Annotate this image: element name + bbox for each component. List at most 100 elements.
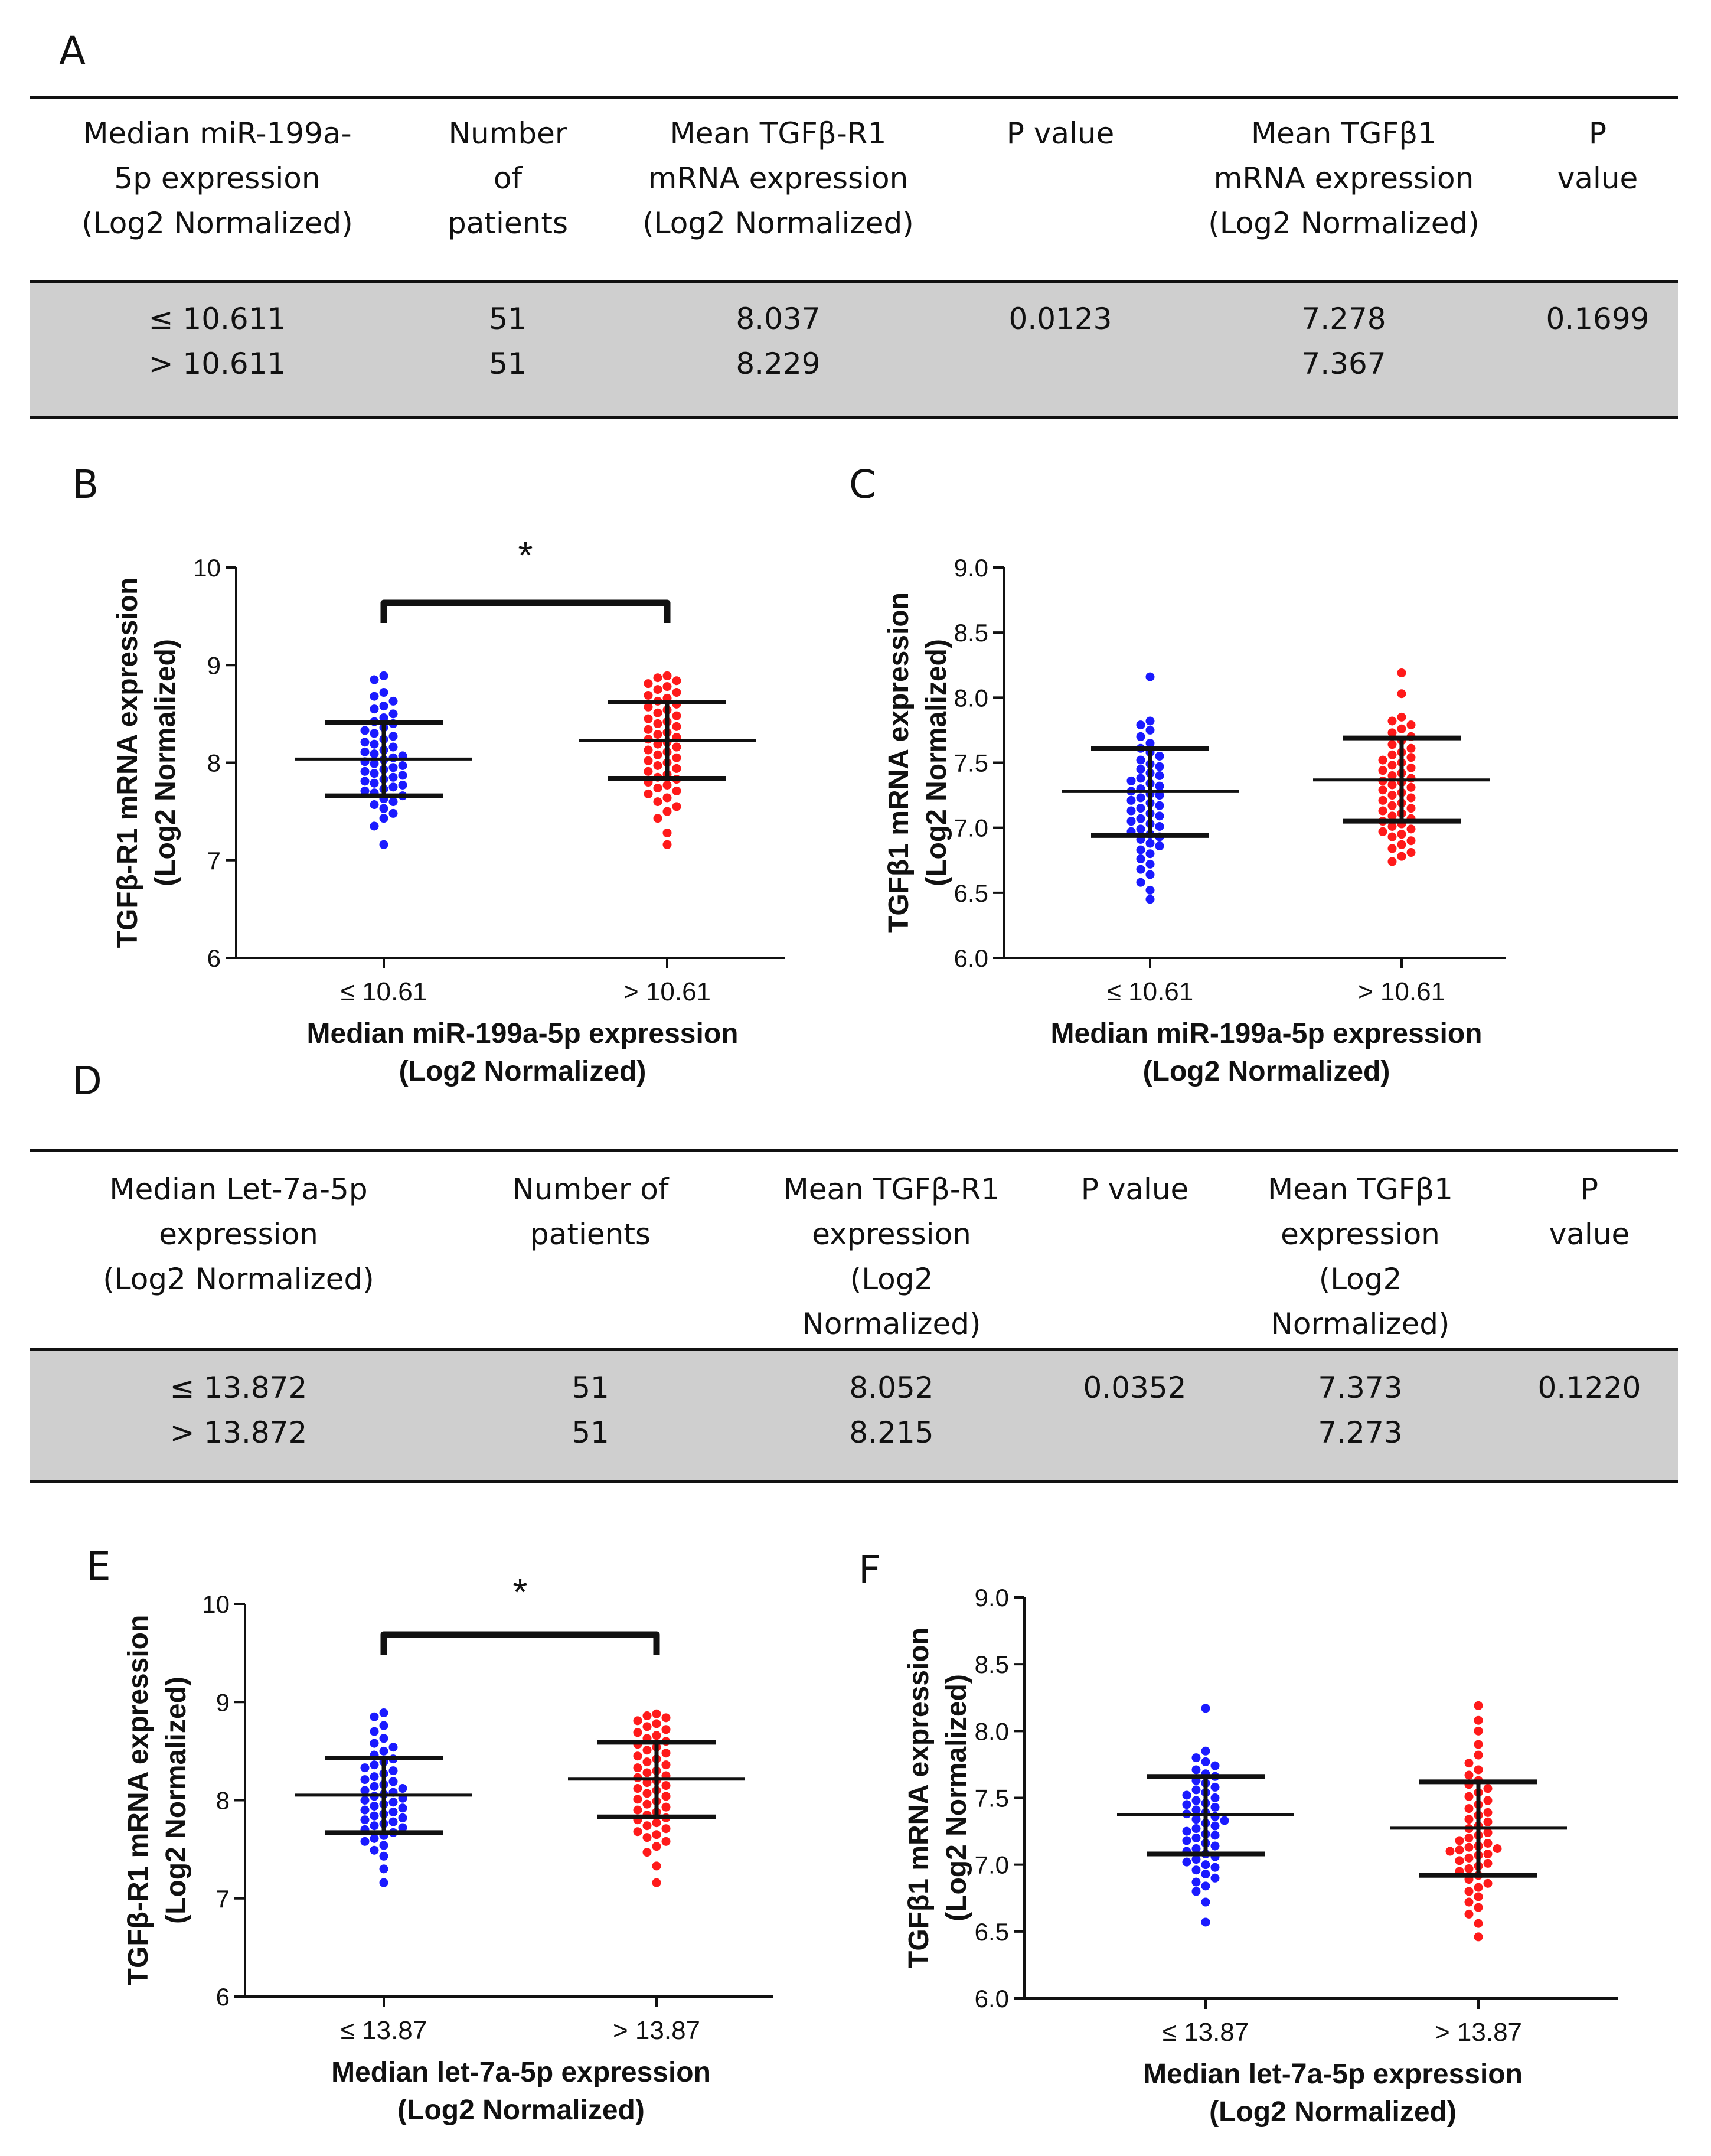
data-point	[644, 745, 653, 755]
data-point	[360, 738, 370, 747]
data-point	[1201, 1746, 1210, 1756]
data-point	[661, 1760, 671, 1770]
data-point	[644, 725, 653, 734]
data-point	[633, 1805, 642, 1815]
data-point	[1191, 1796, 1201, 1805]
y-axis-title: (Log2 Normalized)	[921, 639, 952, 886]
y-tick-label: 9	[216, 1688, 230, 1716]
data-point	[379, 702, 388, 711]
y-tick-label: 8.5	[954, 619, 988, 647]
data-point	[644, 766, 653, 776]
data-point	[1191, 1865, 1201, 1875]
x-tick-label: > 13.87	[1435, 2018, 1522, 2047]
table-cell: 0.1699	[1546, 302, 1650, 336]
data-point	[662, 840, 672, 849]
y-tick-label: 7.0	[954, 814, 988, 842]
table-top-rule	[30, 96, 1678, 99]
data-point	[642, 1821, 652, 1831]
data-point	[661, 1781, 671, 1790]
y-tick-label: 8.0	[975, 1717, 1009, 1745]
data-point	[1191, 1805, 1201, 1815]
table-cell: 8.037	[736, 302, 821, 336]
y-tick-label: 7	[207, 847, 221, 875]
table-cell: 8.229	[736, 347, 821, 381]
data-point	[388, 1777, 398, 1786]
table-header-cell: Mean TGFβ-R1 expression (Log2 Normalized…	[783, 1172, 1000, 1341]
data-point	[1397, 689, 1406, 699]
data-point	[1136, 814, 1145, 823]
data-point	[398, 1803, 407, 1813]
panel-label-d: D	[72, 1058, 102, 1104]
data-point	[1387, 821, 1397, 831]
data-point	[1464, 1909, 1474, 1919]
data-point	[1155, 771, 1164, 781]
y-tick-label: 6.0	[954, 944, 988, 972]
y-tick-label: 10	[193, 554, 221, 582]
data-point	[652, 1842, 661, 1851]
data-point	[370, 729, 379, 738]
data-point	[653, 761, 662, 770]
data-point	[370, 821, 379, 831]
data-point	[1397, 712, 1406, 722]
data-point	[1406, 763, 1416, 772]
x-tick-label: > 10.61	[623, 977, 711, 1006]
data-point	[1483, 1828, 1493, 1837]
data-point	[360, 1763, 370, 1773]
x-axis-title: Median let-7a-5p expression	[331, 2057, 711, 2088]
data-point	[1136, 804, 1145, 813]
data-point	[388, 742, 398, 752]
table-cell: 7.278	[1301, 302, 1386, 336]
data-point	[370, 1727, 379, 1736]
data-point	[1136, 878, 1145, 887]
table-header-cell: Number of patients	[512, 1172, 669, 1251]
data-point	[1210, 1802, 1220, 1812]
data-point	[653, 685, 662, 694]
data-point	[1136, 774, 1145, 783]
data-point	[1136, 865, 1145, 874]
data-point	[360, 786, 370, 795]
data-point	[1210, 1873, 1220, 1883]
data-point	[1145, 725, 1155, 735]
data-point	[1464, 1853, 1474, 1863]
data-point	[370, 749, 379, 759]
data-point	[672, 786, 681, 795]
data-point	[652, 1731, 661, 1740]
data-point	[652, 1878, 661, 1887]
data-point	[1145, 738, 1155, 748]
x-axis-title: (Log2 Normalized)	[397, 2095, 645, 2126]
x-axis-title: Median miR-199a-5p expression	[307, 1018, 739, 1049]
y-tick-label: 6.5	[954, 879, 988, 907]
data-point	[1378, 827, 1387, 836]
data-point	[644, 789, 653, 798]
table-header-rule	[30, 1348, 1678, 1351]
table-cell: 7.367	[1301, 347, 1386, 381]
data-point	[1387, 771, 1397, 781]
y-tick-label: 9.0	[975, 1584, 1009, 1612]
data-point	[1182, 1857, 1191, 1867]
data-point	[1155, 751, 1164, 761]
table-top-rule	[30, 1149, 1678, 1152]
x-tick-label: > 10.61	[1358, 977, 1445, 1006]
y-axis-title: TGFβ1 mRNA expression	[883, 592, 915, 933]
data-point	[360, 726, 370, 735]
data-point	[1464, 1833, 1474, 1842]
data-point	[370, 1801, 379, 1811]
data-point	[644, 679, 653, 689]
data-point	[1464, 1864, 1474, 1873]
x-tick-label: ≤ 10.61	[1107, 977, 1193, 1006]
data-point	[662, 828, 672, 837]
data-point	[370, 759, 379, 768]
data-point	[661, 1824, 671, 1834]
data-point	[1464, 1815, 1474, 1824]
table-cell: 0.1220	[1537, 1371, 1641, 1405]
data-point	[1191, 1887, 1201, 1896]
panel-label-f: F	[858, 1547, 881, 1593]
data-point	[644, 702, 653, 712]
table-bottom-rule	[30, 1480, 1678, 1483]
data-point	[1378, 785, 1387, 795]
significance-star: *	[518, 534, 533, 576]
data-point	[662, 781, 672, 790]
data-point	[1191, 1765, 1201, 1775]
data-point	[1464, 1804, 1474, 1813]
data-point	[388, 772, 398, 782]
